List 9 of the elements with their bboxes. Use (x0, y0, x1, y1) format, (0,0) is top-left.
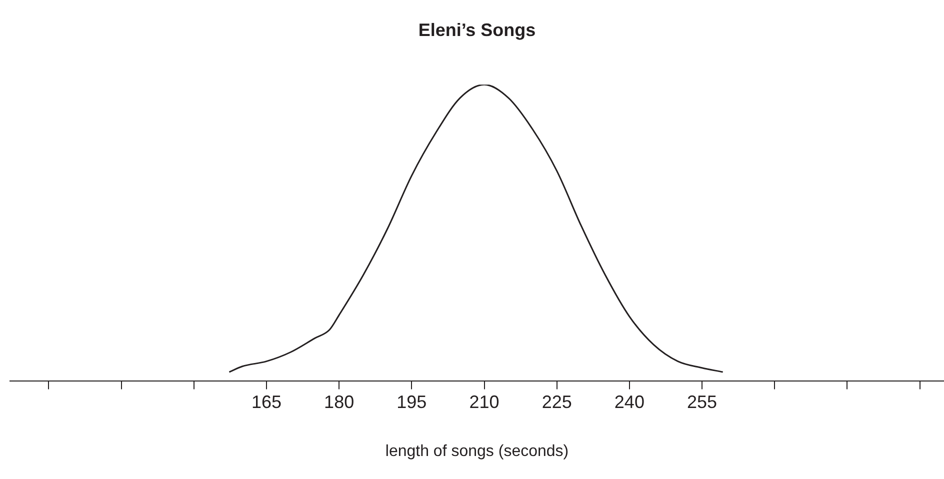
x-axis-title: length of songs (seconds) (385, 442, 569, 460)
x-tick-label: 165 (251, 392, 282, 412)
x-tick-label: 210 (469, 392, 500, 412)
chart-title: Eleni’s Songs (418, 20, 536, 40)
x-tick-label: 240 (614, 392, 644, 412)
x-tick-label: 180 (324, 392, 354, 412)
x-tick-label: 255 (687, 392, 718, 412)
x-tick-label: 195 (396, 392, 427, 412)
x-tick-label: 225 (542, 392, 572, 412)
